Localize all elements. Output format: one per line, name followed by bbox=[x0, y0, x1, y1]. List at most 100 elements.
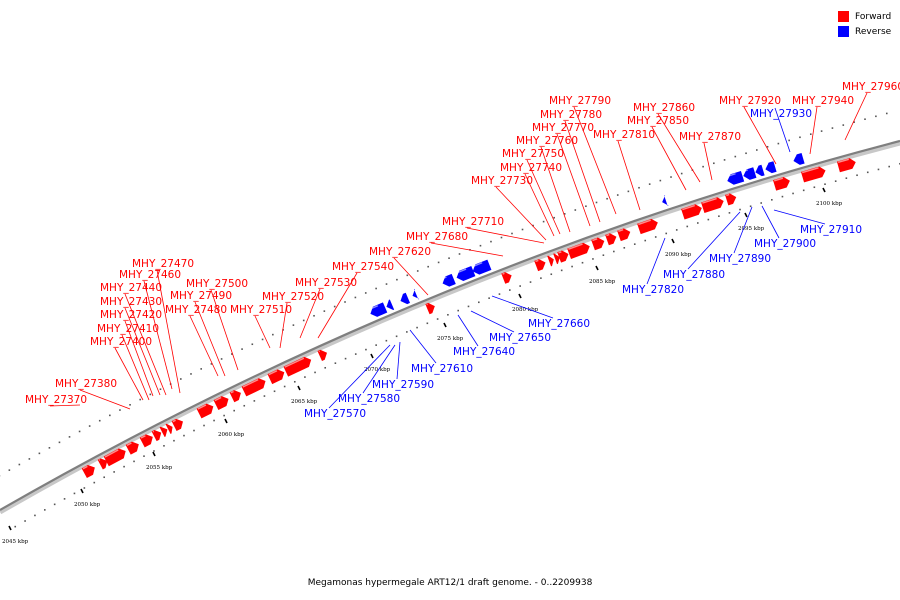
tick-dot bbox=[519, 285, 521, 287]
label-leader bbox=[299, 288, 321, 339]
tick-dot bbox=[24, 520, 26, 522]
gene-feature bbox=[701, 197, 724, 213]
tick-dot bbox=[18, 463, 21, 466]
gene-feature bbox=[742, 167, 757, 180]
tick-dot bbox=[696, 222, 699, 224]
gene-highlight bbox=[802, 167, 819, 174]
tick-dot bbox=[665, 232, 668, 235]
tick-label: 2095 kbp bbox=[738, 226, 765, 232]
gene-arrow bbox=[567, 242, 590, 259]
gene-highlight bbox=[592, 238, 598, 242]
gene-arrow bbox=[743, 167, 757, 180]
tick-dot bbox=[183, 434, 185, 437]
major-tick bbox=[822, 187, 826, 193]
gene-feature bbox=[773, 176, 790, 191]
label-leader bbox=[564, 120, 601, 223]
gene-label: MHY_27680 bbox=[406, 231, 468, 243]
label-leader bbox=[809, 106, 818, 155]
gene-arrow bbox=[229, 390, 241, 403]
label-leader bbox=[743, 106, 777, 165]
tick-dot bbox=[416, 270, 419, 272]
gene-feature bbox=[196, 403, 214, 419]
gene-feature bbox=[386, 299, 395, 311]
gene-label: MHY_27890 bbox=[709, 253, 771, 265]
gene-feature bbox=[792, 152, 805, 165]
tick-dot bbox=[200, 368, 202, 370]
tick-dot bbox=[728, 212, 731, 214]
gene-label: MHY_27530 bbox=[295, 277, 357, 289]
gene-feature bbox=[605, 233, 617, 246]
tick-dot bbox=[73, 492, 76, 495]
tick-dot bbox=[324, 366, 327, 369]
tick-dot bbox=[866, 171, 869, 174]
gene-arrow bbox=[534, 259, 546, 272]
tick-dot bbox=[856, 174, 858, 177]
label-leader bbox=[49, 404, 81, 407]
tick-dot bbox=[213, 419, 215, 422]
gene-label: MHY_27940 bbox=[792, 95, 854, 107]
tick-dot bbox=[395, 335, 398, 338]
legend-swatch-reverse bbox=[838, 26, 849, 37]
label-leader bbox=[189, 315, 219, 377]
tick-dot bbox=[323, 310, 326, 312]
gene-highlight bbox=[742, 169, 748, 173]
gene-arrow bbox=[171, 418, 183, 431]
tick-dot bbox=[633, 243, 636, 245]
tick-dot bbox=[792, 192, 794, 195]
tick-dot bbox=[88, 425, 91, 427]
gene-arrow bbox=[151, 430, 162, 442]
gene-feature bbox=[283, 356, 312, 377]
gene-arrow bbox=[755, 164, 765, 177]
gene-highlight bbox=[197, 404, 207, 410]
label-leader bbox=[143, 280, 173, 390]
gene-arrow bbox=[442, 273, 456, 287]
tick-dot bbox=[406, 331, 408, 333]
tick-dot bbox=[163, 445, 165, 447]
tick-dot bbox=[293, 380, 296, 383]
gene-feature bbox=[399, 292, 411, 305]
tick-dot bbox=[365, 348, 367, 351]
minor-tick-dots bbox=[0, 112, 900, 528]
label-leader bbox=[470, 310, 515, 333]
label-leader bbox=[491, 295, 554, 319]
gene-label: MHY_27640 bbox=[453, 346, 515, 358]
label-leader-lines bbox=[49, 92, 868, 410]
gene-highlight bbox=[764, 163, 769, 166]
gene-arrow bbox=[317, 349, 328, 362]
tick-dot bbox=[623, 247, 626, 249]
tick-dot bbox=[479, 244, 482, 247]
tick-dot bbox=[83, 487, 86, 489]
legend-label-forward: Forward bbox=[855, 11, 892, 22]
tick-dot bbox=[292, 324, 295, 326]
label-leader bbox=[124, 320, 154, 397]
tick-dot bbox=[203, 424, 205, 427]
tick-dot bbox=[8, 469, 11, 471]
gene-arrow bbox=[241, 378, 266, 397]
gene-feature bbox=[213, 396, 229, 411]
tick-dot bbox=[129, 404, 131, 406]
tick-dot bbox=[14, 525, 17, 528]
tick-dot bbox=[888, 165, 890, 168]
label-leader bbox=[254, 315, 271, 349]
gene-label: MHY_27500 bbox=[186, 278, 248, 290]
tick-dot bbox=[574, 209, 577, 211]
gene-feature bbox=[229, 390, 241, 403]
tick-dot bbox=[771, 198, 773, 201]
gene-feature bbox=[553, 253, 560, 265]
gene-highlight bbox=[455, 268, 467, 274]
gene-feature bbox=[501, 272, 512, 284]
tick-dot bbox=[659, 179, 662, 182]
tick-dot bbox=[648, 183, 651, 185]
gene-arrow bbox=[591, 237, 605, 251]
tick-dot bbox=[745, 152, 747, 155]
label-leader bbox=[774, 107, 791, 153]
gene-label: MHY_27410 bbox=[97, 323, 159, 335]
label-leader bbox=[279, 302, 288, 349]
label-leader bbox=[687, 211, 741, 270]
tick-dot bbox=[638, 186, 640, 189]
gene-label: MHY_27580 bbox=[338, 393, 400, 405]
tick-dot bbox=[809, 133, 812, 135]
tick-dot bbox=[143, 455, 145, 457]
tick-dot bbox=[78, 430, 81, 433]
